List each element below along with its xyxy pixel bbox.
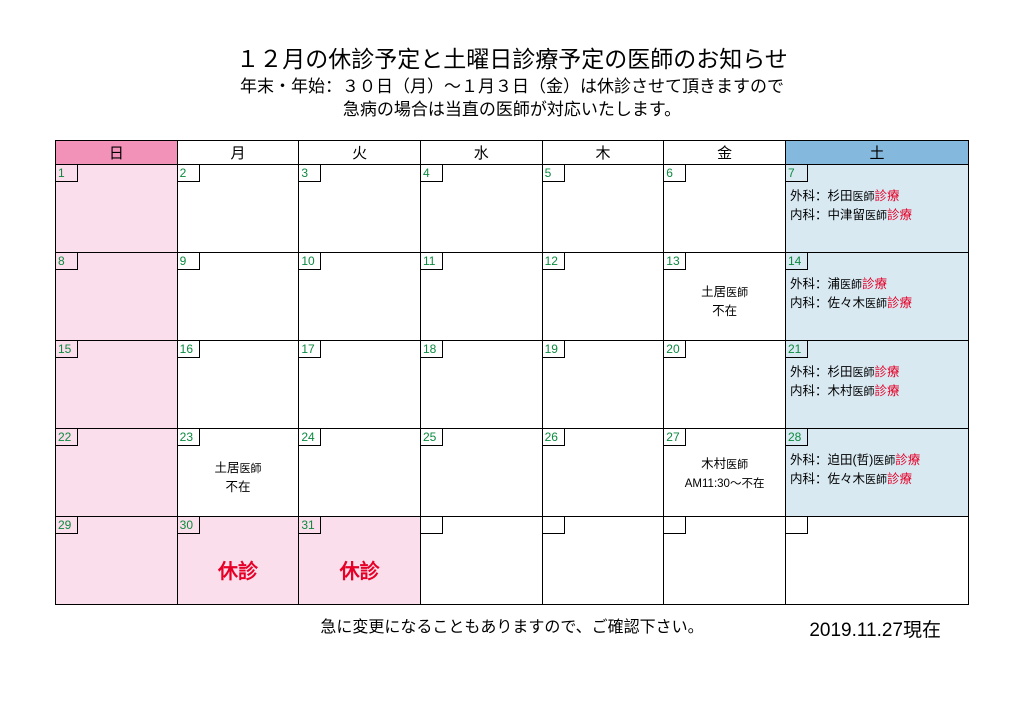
calendar-table: 日 月 火 水 木 金 土 1 2 3 4 5 6 7 外科： (55, 140, 969, 605)
daynum: 20 (664, 341, 686, 358)
cell-2: 2 (177, 164, 299, 252)
blank-daynum (786, 517, 808, 534)
calendar-row: 29 30 休診 31 休診 (56, 516, 969, 604)
daynum: 15 (56, 341, 78, 358)
daynum: 30 (178, 517, 200, 534)
cell-8: 8 (56, 252, 178, 340)
cell-24: 24 (299, 428, 421, 516)
calendar-header-row: 日 月 火 水 木 金 土 (56, 140, 969, 164)
cell-empty (542, 516, 664, 604)
blank-daynum (421, 517, 443, 534)
cell-content: 外科：杉田医師診療 内科：木村医師診療 (786, 341, 968, 401)
calendar-row: 15 16 17 18 19 20 21 外科：杉田医師診療 内科：木村医師診療 (56, 340, 969, 428)
daynum: 12 (543, 253, 565, 270)
blank-daynum (664, 517, 686, 534)
cell-4: 4 (420, 164, 542, 252)
cell-26: 26 (542, 428, 664, 516)
cell-5: 5 (542, 164, 664, 252)
daynum: 4 (421, 165, 443, 182)
daynum: 3 (299, 165, 321, 182)
cell-17: 17 (299, 340, 421, 428)
calendar-row: 22 23 土居医師 不在 24 25 26 27 木村医師 AM11:30～不… (56, 428, 969, 516)
daynum: 29 (56, 517, 78, 534)
cell-empty (785, 516, 968, 604)
daynum: 14 (786, 253, 808, 270)
daynum: 31 (299, 517, 321, 534)
cell-9: 9 (177, 252, 299, 340)
daynum: 17 (299, 341, 321, 358)
daynum: 24 (299, 429, 321, 446)
daynum: 23 (178, 429, 200, 446)
cell-19: 19 (542, 340, 664, 428)
subtitle-line-1: 年末・年始：３０日（月）～１月３日（金）は休診させて頂きますので (55, 76, 969, 99)
cell-empty (664, 516, 786, 604)
daynum: 7 (786, 165, 808, 182)
dow-mon: 月 (177, 140, 299, 164)
cell-20: 20 (664, 340, 786, 428)
dow-sun: 日 (56, 140, 178, 164)
daynum: 1 (56, 165, 78, 182)
footer: 急に変更になることもありますので、ご確認下さい。 2019.11.27現在 (55, 613, 969, 642)
cell-10: 10 (299, 252, 421, 340)
daynum: 8 (56, 253, 78, 270)
cell-28: 28 外科：迫田(哲)医師診療 内科：佐々木医師診療 (785, 428, 968, 516)
dow-thu: 木 (542, 140, 664, 164)
title-block: １２月の休診予定と土曜日診療予定の医師のお知らせ 年末・年始：３０日（月）～１月… (55, 40, 969, 122)
cell-31: 31 休診 (299, 516, 421, 604)
cell-29: 29 (56, 516, 178, 604)
cell-13: 13 土居医師 不在 (664, 252, 786, 340)
calendar-row: 8 9 10 11 12 13 土居医師 不在 14 外科：浦医師診療 内科：佐 (56, 252, 969, 340)
cell-30: 30 休診 (177, 516, 299, 604)
daynum: 19 (543, 341, 565, 358)
daynum: 21 (786, 341, 808, 358)
daynum: 5 (543, 165, 565, 182)
cell-7: 7 外科：杉田医師診療 内科：中津留医師診療 (785, 164, 968, 252)
daynum: 11 (421, 253, 443, 270)
cell-15: 15 (56, 340, 178, 428)
calendar-row: 1 2 3 4 5 6 7 外科：杉田医師診療 内科：中津留医師診療 (56, 164, 969, 252)
cell-23: 23 土居医師 不在 (177, 428, 299, 516)
cell-content: 外科：迫田(哲)医師診療 内科：佐々木医師診療 (786, 429, 968, 489)
cell-1: 1 (56, 164, 178, 252)
daynum: 27 (664, 429, 686, 446)
cell-content: 外科：浦医師診療 内科：佐々木医師診療 (786, 253, 968, 313)
daynum: 18 (421, 341, 443, 358)
cell-6: 6 (664, 164, 786, 252)
dow-fri: 金 (664, 140, 786, 164)
cell-14: 14 外科：浦医師診療 内科：佐々木医師診療 (785, 252, 968, 340)
cell-22: 22 (56, 428, 178, 516)
dow-sat: 土 (785, 140, 968, 164)
daynum: 22 (56, 429, 78, 446)
cell-27: 27 木村医師 AM11:30～不在 (664, 428, 786, 516)
daynum: 25 (421, 429, 443, 446)
cell-11: 11 (420, 252, 542, 340)
subtitle-line-2: 急病の場合は当直の医師が対応いたします。 (55, 99, 969, 122)
blank-daynum (543, 517, 565, 534)
cell-21: 21 外科：杉田医師診療 内科：木村医師診療 (785, 340, 968, 428)
cell-25: 25 (420, 428, 542, 516)
dow-wed: 水 (420, 140, 542, 164)
cell-empty (420, 516, 542, 604)
cell-12: 12 (542, 252, 664, 340)
daynum: 26 (543, 429, 565, 446)
dow-tue: 火 (299, 140, 421, 164)
daynum: 6 (664, 165, 686, 182)
daynum: 16 (178, 341, 200, 358)
cell-16: 16 (177, 340, 299, 428)
daynum: 9 (178, 253, 200, 270)
page-title: １２月の休診予定と土曜日診療予定の医師のお知らせ (55, 40, 969, 74)
cell-18: 18 (420, 340, 542, 428)
cell-content: 外科：杉田医師診療 内科：中津留医師診療 (786, 165, 968, 225)
cell-3: 3 (299, 164, 421, 252)
daynum: 10 (299, 253, 321, 270)
daynum: 2 (178, 165, 200, 182)
daynum: 28 (786, 429, 808, 446)
daynum: 13 (664, 253, 686, 270)
